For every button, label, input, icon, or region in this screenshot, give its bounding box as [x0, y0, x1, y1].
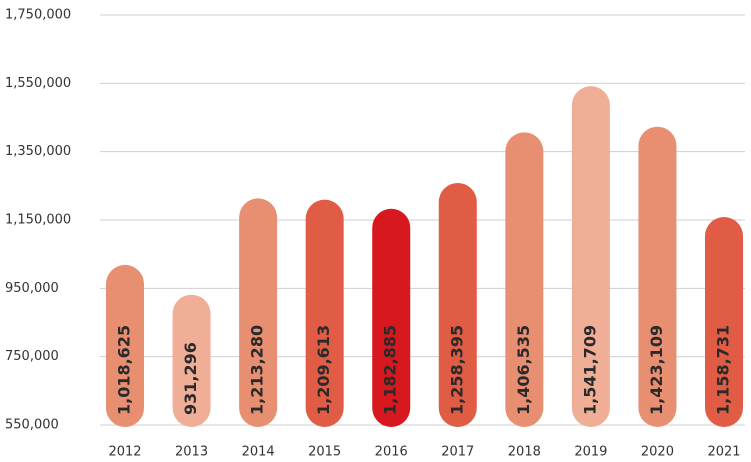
value-label: 1,018,625 — [115, 325, 134, 415]
bar — [571, 86, 610, 428]
bar — [372, 208, 411, 427]
value-label: 1,423,109 — [647, 325, 666, 415]
x-tick-label: 2018 — [508, 445, 541, 460]
bar — [172, 294, 211, 427]
bar — [106, 264, 144, 427]
x-tick-label: 2012 — [108, 445, 141, 460]
x-tick-label: 2019 — [574, 445, 607, 460]
y-tick-label: 950,000 — [5, 281, 59, 296]
value-label: 1,213,280 — [248, 325, 267, 415]
y-tick-label: 1,550,000 — [5, 76, 71, 91]
value-label: 1,182,885 — [381, 325, 400, 415]
value-label: 1,541,709 — [580, 325, 599, 415]
x-tick-label: 2013 — [175, 445, 208, 460]
y-tick-label: 1,150,000 — [5, 213, 71, 228]
value-label: 1,406,535 — [514, 325, 533, 415]
bar — [638, 126, 677, 428]
y-tick-label: 750,000 — [5, 349, 59, 364]
y-tick-label: 1,350,000 — [5, 144, 71, 159]
value-label: 1,258,395 — [447, 325, 466, 415]
x-tick-label: 2017 — [441, 445, 474, 460]
value-label: 931,296 — [181, 342, 200, 415]
x-tick-label: 2020 — [641, 445, 674, 460]
x-tick-label: 2014 — [242, 445, 275, 460]
bar — [505, 132, 544, 428]
x-tick-label: 2016 — [375, 445, 408, 460]
value-label: 1,209,613 — [314, 325, 333, 415]
bar — [239, 198, 278, 427]
y-tick-label: 550,000 — [5, 418, 59, 433]
y-tick-label: 1,750,000 — [5, 8, 71, 23]
bar — [305, 199, 344, 427]
x-tick-label: 2015 — [308, 445, 341, 460]
x-tick-label: 2021 — [707, 445, 740, 460]
value-label: 1,158,731 — [714, 325, 733, 415]
bar — [438, 182, 477, 427]
bar — [705, 217, 743, 427]
